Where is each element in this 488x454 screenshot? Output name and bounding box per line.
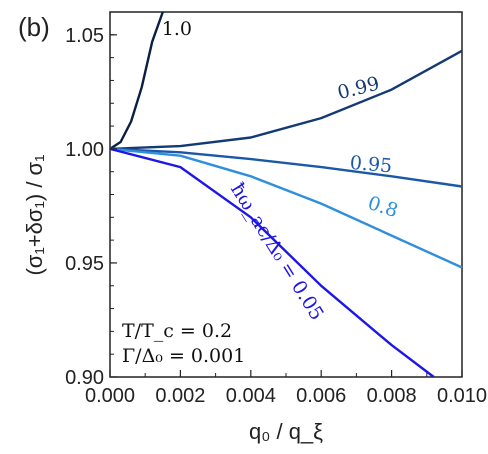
y-axis-label: (σ₁+δσ₁) / σ₁ <box>22 154 47 275</box>
series-line-0 <box>109 11 164 150</box>
x-tick-label: 0.000 <box>85 385 135 407</box>
series-layer <box>109 11 463 378</box>
panel-label: (b) <box>18 12 50 42</box>
x-tick-label: 0.004 <box>226 385 276 407</box>
x-tick-label: 0.008 <box>367 385 417 407</box>
x-tick-label: 0.006 <box>296 385 346 407</box>
y-tick-label: 0.90 <box>65 367 104 389</box>
x-tick-label: 0.010 <box>437 385 487 407</box>
annotation-gamma: Γ/Δ₀ = 0.001 <box>122 345 245 367</box>
annotation-temperature: T/T_c = 0.2 <box>122 320 232 342</box>
series-label-2: 0.95 <box>349 152 393 178</box>
x-tick-label: 0.002 <box>155 385 205 407</box>
series-label-1: 0.99 <box>335 73 381 105</box>
series-line-4 <box>109 147 435 378</box>
series-labels: 1.00.990.950.8ħω_ac/Δ₀ = 0.05 <box>162 18 401 324</box>
y-tick-label: 1.00 <box>65 139 104 161</box>
x-axis-label: q₀ / q_ξ <box>249 419 323 444</box>
series-label-3: 0.8 <box>365 192 401 222</box>
x-axis-ticks: 0.000 0.002 0.004 0.006 0.008 0.010 <box>85 370 487 407</box>
series-label-0: 1.0 <box>162 18 192 40</box>
y-tick-label: 1.05 <box>65 25 104 47</box>
y-tick-label: 0.95 <box>65 253 104 275</box>
y-axis-ticks: 0.90 0.95 1.00 1.05 <box>65 25 117 389</box>
series-line-3 <box>109 147 463 269</box>
series-line-2 <box>109 147 463 188</box>
series-line-1 <box>109 49 463 151</box>
